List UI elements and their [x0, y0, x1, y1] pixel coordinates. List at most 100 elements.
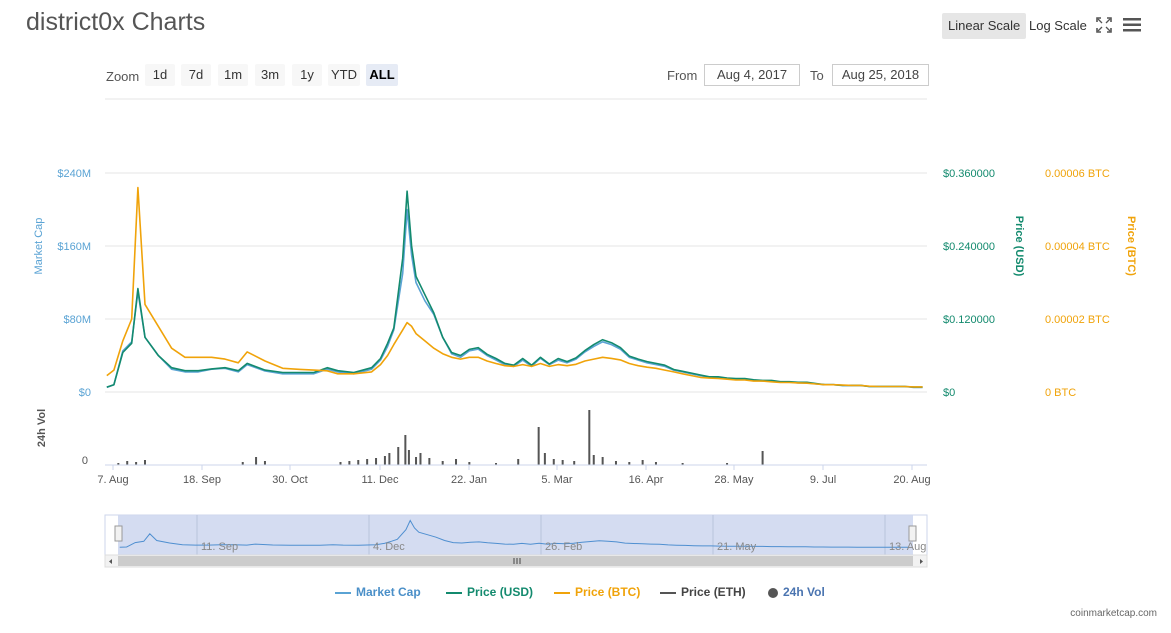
volume-bar-14 [397, 447, 400, 465]
legend-label: Price (USD) [467, 585, 534, 599]
range-from-label: From [667, 68, 698, 83]
series-line-price-btc[interactable] [106, 186, 923, 388]
scrollbar-thumb[interactable] [118, 556, 913, 566]
volume-bar-9 [357, 460, 360, 465]
volume-bar-28 [561, 460, 564, 465]
x-tick-label-1: 18. Sep [183, 474, 221, 486]
linear-scale-button[interactable]: Linear Scale [942, 13, 1027, 39]
legend-line-icon [660, 591, 676, 594]
volume-bar-31 [592, 455, 595, 465]
volume-bar-15 [404, 435, 407, 465]
credit-text[interactable]: coinmarketcap.com [1070, 608, 1157, 619]
fullscreen-icon[interactable] [1096, 17, 1112, 33]
volume-bars [117, 410, 764, 465]
navigator-left-handle[interactable] [114, 525, 123, 542]
volume-bar-3 [143, 460, 146, 465]
log-scale-button[interactable]: Log Scale [1029, 18, 1087, 33]
navigator-selection[interactable] [118, 515, 913, 555]
x-axis-ticks: 7. Aug 18. Sep 30. Oct 11. Dec 22. Jan 5. Mar… [97, 465, 931, 486]
volume-bar-37 [681, 463, 684, 465]
volume-bar-8 [348, 461, 351, 465]
x-tick-label-2: 30. Oct [272, 474, 307, 486]
legend-label: Price (ETH) [681, 585, 746, 599]
price-btc-tick-1: 0.00002 BTC [1045, 314, 1110, 326]
volume-bar-32 [601, 457, 604, 465]
volume-bar-38 [726, 463, 729, 465]
volume-bar-5 [255, 457, 258, 465]
volume-bar-18 [419, 453, 422, 465]
price-btc-tick-2: 0.00004 BTC [1045, 241, 1110, 253]
series-lines [106, 186, 923, 389]
grid-lines [105, 172, 927, 393]
scroll-left-arrow-icon[interactable] [109, 559, 112, 564]
legend-item-price-eth[interactable]: Price (ETH) [660, 585, 746, 599]
hamburger-menu-icon[interactable] [1123, 18, 1141, 32]
zoom-1d-button[interactable]: 1d [145, 64, 175, 86]
volume-bar-20 [441, 461, 444, 465]
volume-bar-13 [388, 453, 391, 465]
legend-label: Market Cap [356, 585, 421, 599]
volume-bar-12 [383, 456, 386, 465]
volume-bar-25 [537, 427, 540, 465]
volume-axis-title: 24h Vol [36, 409, 48, 447]
zoom-all-button[interactable]: ALL [366, 64, 398, 86]
zoom-1m-button[interactable]: 1m [218, 64, 248, 86]
legend-item-market-cap[interactable]: Market Cap [335, 585, 421, 599]
volume-bar-24 [517, 459, 520, 465]
volume-bar-36 [654, 462, 657, 465]
x-tick-label-9: 20. Aug [893, 474, 930, 486]
range-to-input[interactable]: Aug 25, 2018 [832, 64, 929, 86]
x-tick-label-4: 22. Jan [451, 474, 487, 486]
scrollbar-grip-icon[interactable] [513, 558, 521, 564]
volume-bar-39 [761, 451, 764, 465]
series-line-price-usd[interactable] [106, 190, 923, 388]
legend-item-price-btc[interactable]: Price (BTC) [554, 585, 640, 599]
x-tick-label-8: 9. Jul [810, 474, 836, 486]
volume-bar-21 [455, 459, 458, 465]
volume-bar-33 [614, 461, 617, 465]
volume-bar-10 [366, 459, 369, 465]
volume-bar-19 [428, 458, 431, 465]
volume-bar-34 [628, 462, 631, 465]
volume-bar-2 [135, 462, 138, 465]
zoom-1y-button[interactable]: 1y [292, 64, 322, 86]
volume-bar-17 [415, 457, 418, 465]
volume-axis-tick: 0 [82, 455, 88, 467]
page-title: district0x Charts [26, 8, 206, 36]
volume-bar-7 [339, 462, 342, 465]
nav-tick-label-4: 13. Aug [889, 541, 926, 553]
nav-tick-label-0: 11. Sep [201, 541, 238, 553]
y-axis-ticks: $0 $80M $160M $240M $0 $0.120000 $0.240000 $0.3… [57, 168, 1110, 399]
zoom-ytd-button[interactable]: YTD [328, 64, 360, 86]
zoom-7d-button[interactable]: 7d [181, 64, 211, 86]
volume-bar-27 [552, 459, 555, 465]
x-tick-label-6: 16. Apr [629, 474, 664, 486]
price-usd-tick-2: $0.240000 [943, 241, 995, 253]
volume-bar-4 [241, 462, 244, 465]
market-cap-tick-2: $160M [57, 241, 91, 253]
x-tick-label-0: 7. Aug [97, 474, 128, 486]
navigator-ticks: 11. Sep 4. Dec 26. Feb 21. May 13. Aug [201, 541, 926, 553]
legend-circle-icon [768, 587, 778, 598]
legend-item-price-usd[interactable]: Price (USD) [446, 585, 533, 599]
legend-line-icon [446, 591, 462, 594]
volume-bar-16 [407, 450, 410, 465]
legend-label: 24h Vol [783, 585, 825, 599]
nav-tick-label-1: 4. Dec [373, 541, 405, 553]
scroll-right-arrow-icon[interactable] [920, 559, 923, 564]
navigator-right-handle[interactable] [908, 525, 917, 542]
price-btc-axis-title: Price (BTC) [1125, 216, 1137, 276]
volume-bar-6 [263, 461, 266, 465]
price-usd-tick-1: $0.120000 [943, 314, 995, 326]
volume-bar-1 [126, 461, 129, 465]
volume-bar-23 [495, 463, 498, 465]
legend-item-24h-vol[interactable]: 24h Vol [768, 585, 825, 599]
zoom-3m-button[interactable]: 3m [255, 64, 285, 86]
price-usd-tick-3: $0.360000 [943, 168, 995, 180]
range-to-label: To [810, 68, 824, 83]
range-from-input[interactable]: Aug 4, 2017 [704, 64, 800, 86]
nav-tick-label-3: 21. May [717, 541, 757, 553]
x-tick-label-7: 28. May [714, 474, 754, 486]
navigator-grid [196, 515, 886, 555]
